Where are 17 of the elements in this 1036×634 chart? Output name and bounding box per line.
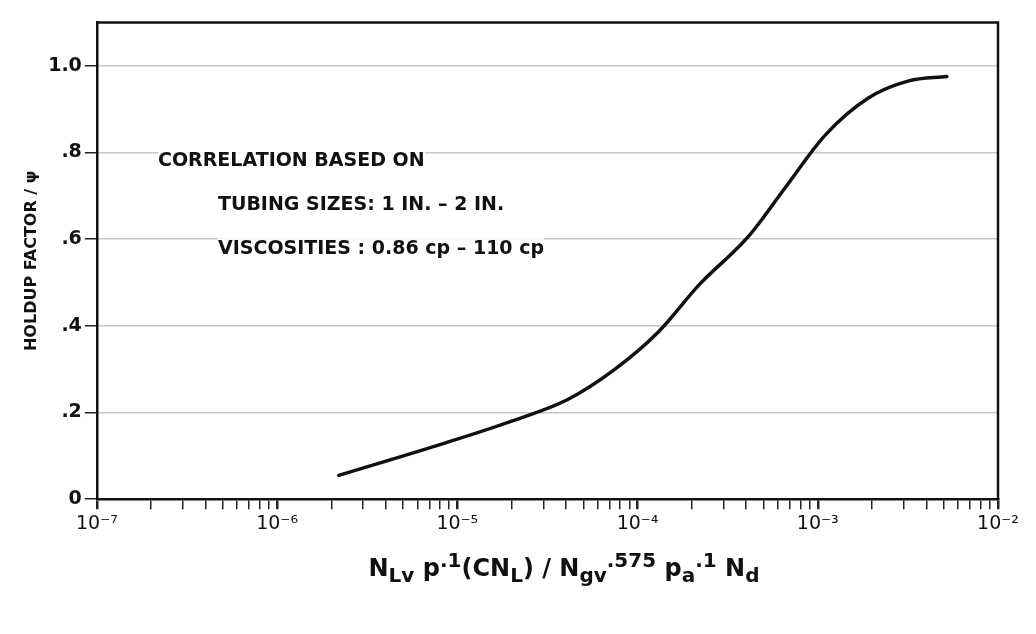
x-tick-label: 10⁻⁵ <box>436 510 479 533</box>
annotation: TUBING SIZES: 1 IN. – 2 IN. <box>218 192 505 214</box>
annotation: VISCOSITIES : 0.86 cp – 110 cp <box>218 236 545 258</box>
x-tick-label: 10⁻² <box>977 510 1019 533</box>
x-tick-label: 10⁻⁶ <box>256 510 298 533</box>
x-tick-label: 10⁻³ <box>796 510 839 533</box>
y-tick-label: 0 <box>68 486 82 509</box>
x-tick-label: 10⁻⁷ <box>75 510 118 533</box>
y-tick-label: .4 <box>61 312 82 335</box>
y-tick-label: 1.0 <box>48 52 82 75</box>
y-tick-label: .6 <box>61 226 82 249</box>
annotation: CORRELATION BASED ON <box>158 148 425 170</box>
text: N$_{Lv}$ p$^{.1}$(CN$_{L}$) / N$_{gv}$$^{.575}$ p$_{a}$$^{.1}$ N$_{d}$ <box>368 548 760 587</box>
x-tick-label: 10⁻⁴ <box>616 510 659 533</box>
y-tick-label: .2 <box>61 399 82 422</box>
y-axis-title: HOLDUP FACTOR / ψ <box>20 170 40 352</box>
y-tick-label: .8 <box>61 139 82 162</box>
